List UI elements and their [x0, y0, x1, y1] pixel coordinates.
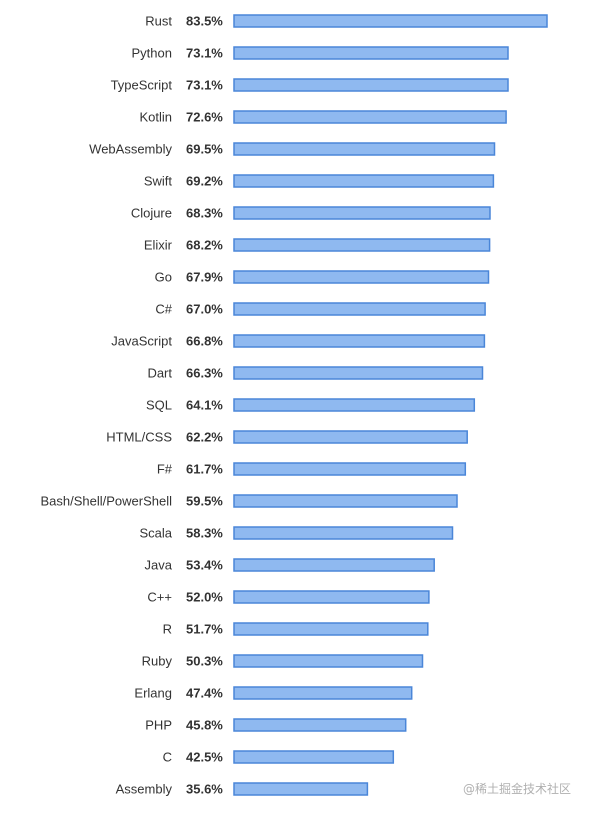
category-label-erlang: Erlang — [134, 686, 172, 701]
bar-javascript — [233, 334, 486, 348]
bar-go — [233, 270, 490, 284]
bar-rust — [233, 14, 548, 28]
value-label-f: 61.7% — [186, 462, 223, 477]
value-label-typescript: 73.1% — [186, 78, 223, 93]
category-label-javascript: JavaScript — [111, 334, 172, 349]
value-label-assembly: 35.6% — [186, 782, 223, 797]
category-label-dart: Dart — [147, 366, 172, 381]
category-label-typescript: TypeScript — [111, 78, 173, 93]
category-label-c: C — [163, 750, 172, 765]
value-label-sql: 64.1% — [186, 398, 223, 413]
bar-kotlin — [233, 110, 507, 124]
value-label-swift: 69.2% — [186, 174, 223, 189]
category-label-python: Python — [132, 46, 172, 61]
category-label-bash-shell-powershell: Bash/Shell/PowerShell — [40, 494, 172, 509]
category-label-go: Go — [155, 270, 172, 285]
bar-html-css — [233, 430, 468, 444]
bar-typescript — [233, 78, 509, 92]
category-label-scala: Scala — [139, 526, 172, 541]
category-label-f: F# — [157, 462, 173, 477]
bar-dart — [233, 366, 484, 380]
bar-clojure — [233, 206, 491, 220]
category-label-sql: SQL — [146, 398, 172, 413]
bar-c — [233, 302, 486, 316]
category-label-clojure: Clojure — [131, 206, 172, 221]
value-label-html-css: 62.2% — [186, 430, 223, 445]
bar-sql — [233, 398, 476, 412]
value-label-php: 45.8% — [186, 718, 223, 733]
bar-erlang — [233, 686, 413, 700]
category-label-r: R — [163, 622, 172, 637]
category-label-webassembly: WebAssembly — [89, 142, 172, 157]
category-label-assembly: Assembly — [116, 782, 173, 797]
category-label-c: C# — [155, 302, 172, 317]
category-label-c: C++ — [147, 590, 172, 605]
category-label-elixir: Elixir — [144, 238, 173, 253]
value-label-go: 67.9% — [186, 270, 223, 285]
value-label-erlang: 47.4% — [186, 686, 223, 701]
bar-webassembly — [233, 142, 496, 156]
value-label-c: 52.0% — [186, 590, 223, 605]
value-label-clojure: 68.3% — [186, 206, 223, 221]
value-label-c: 67.0% — [186, 302, 223, 317]
bar-scala — [233, 526, 454, 540]
bar-assembly — [233, 782, 369, 796]
value-label-c: 42.5% — [186, 750, 223, 765]
bar-bash-shell-powershell — [233, 494, 458, 508]
value-label-scala: 58.3% — [186, 526, 223, 541]
category-label-java: Java — [145, 558, 173, 573]
value-label-javascript: 66.8% — [186, 334, 223, 349]
bar-php — [233, 718, 407, 732]
bar-c — [233, 590, 430, 604]
category-label-swift: Swift — [144, 174, 173, 189]
bar-ruby — [233, 654, 424, 668]
value-label-elixir: 68.2% — [186, 238, 223, 253]
bar-swift — [233, 174, 495, 188]
value-label-webassembly: 69.5% — [186, 142, 223, 157]
value-label-java: 53.4% — [186, 558, 223, 573]
category-label-rust: Rust — [145, 14, 172, 29]
value-label-rust: 83.5% — [186, 14, 223, 29]
value-label-r: 51.7% — [186, 622, 223, 637]
category-label-kotlin: Kotlin — [139, 110, 172, 125]
value-label-kotlin: 72.6% — [186, 110, 223, 125]
bar-r — [233, 622, 429, 636]
bar-f — [233, 462, 467, 476]
watermark: @稀土掘金技术社区 — [462, 782, 571, 796]
bar-c — [233, 750, 395, 764]
category-label-php: PHP — [145, 718, 172, 733]
value-label-dart: 66.3% — [186, 366, 223, 381]
bar-python — [233, 46, 509, 60]
category-label-html-css: HTML/CSS — [106, 430, 172, 445]
bar-java — [233, 558, 435, 572]
value-label-bash-shell-powershell: 59.5% — [186, 494, 223, 509]
bar-elixir — [233, 238, 491, 252]
value-label-python: 73.1% — [186, 46, 223, 61]
category-label-ruby: Ruby — [142, 654, 173, 669]
value-label-ruby: 50.3% — [186, 654, 223, 669]
